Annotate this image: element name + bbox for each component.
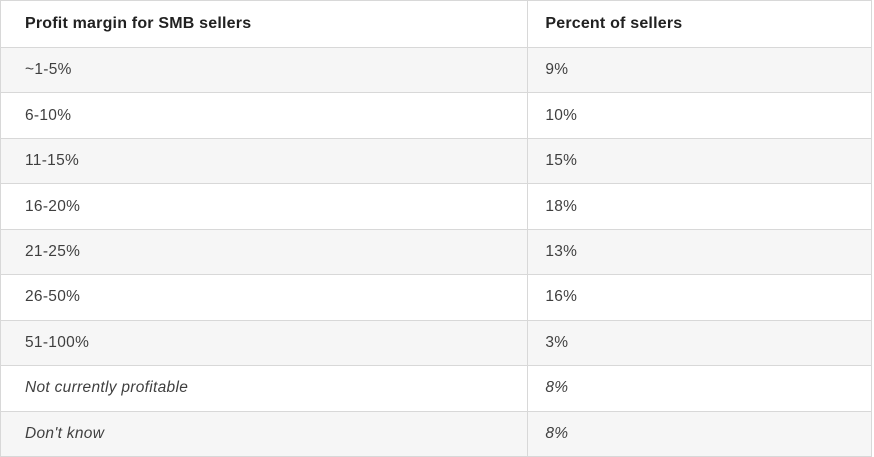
percent-cell: 8% <box>527 366 871 411</box>
column-header-profit-margin: Profit margin for SMB sellers <box>25 15 252 32</box>
margin-range-cell: 11-15% <box>25 152 80 170</box>
margin-range-cell: 26-50% <box>25 288 81 306</box>
margin-range-cell: Not currently profitable <box>25 379 189 397</box>
percent-cell: 15% <box>527 138 871 184</box>
table-row: 26-50% 16% <box>1 274 871 320</box>
margin-range-cell: ~1-5% <box>25 61 72 79</box>
table-row: 11-15% 15% <box>1 137 871 184</box>
table-row: 16-20% 18% <box>1 183 871 229</box>
margin-range-cell: 51-100% <box>25 333 90 351</box>
percent-cell: 10% <box>527 93 871 138</box>
margin-range-cell: Don't know <box>25 424 105 442</box>
table-header-row: Profit margin for SMB sellers Percent of… <box>1 1 871 47</box>
percent-cell: 9% <box>527 48 871 93</box>
table-row-not-currently-profitable: Not currently profitable 8% <box>1 365 871 411</box>
margin-range-cell: 16-20% <box>25 197 81 215</box>
table-row: 6-10% 10% <box>1 92 871 138</box>
percent-cell: 16% <box>527 275 871 320</box>
table-row: 51-100% 3% <box>1 319 871 366</box>
percent-cell: 8% <box>527 411 871 456</box>
percent-cell: 3% <box>527 320 871 366</box>
table-row: ~1-5% 9% <box>1 47 871 93</box>
percent-cell: 13% <box>527 229 871 275</box>
table-row-dont-know: Don't know 8% <box>1 410 871 456</box>
table-row: 21-25% 13% <box>1 228 871 275</box>
column-header-percent-of-sellers: Percent of sellers <box>527 1 871 47</box>
margin-range-cell: 6-10% <box>25 106 72 124</box>
margin-range-cell: 21-25% <box>25 242 81 260</box>
percent-cell: 18% <box>527 184 871 229</box>
